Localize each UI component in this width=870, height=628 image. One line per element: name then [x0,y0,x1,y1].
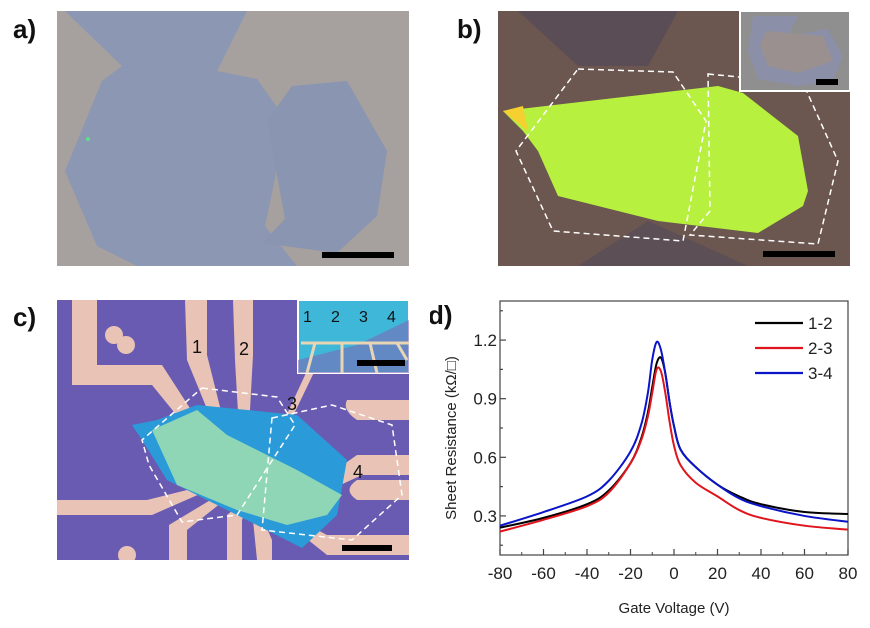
contact-label-4: 4 [353,462,363,482]
series-line-3-4 [499,340,849,527]
graphene-channel [152,410,342,525]
y-tick-label: 0.6 [473,448,497,467]
x-axis-title: Gate Voltage (V) [619,600,730,617]
contact-label-3: 3 [287,394,297,414]
x-tick-label: -80 [488,564,513,583]
fluorescent-flake [503,86,808,233]
scale-bar [322,252,394,258]
contact-label-1: 1 [192,337,202,357]
y-tick-label: 0.9 [473,390,497,409]
micrograph-a [57,11,409,266]
x-tick-label: -40 [575,564,600,583]
hexagon-crystal-right [262,81,387,253]
scale-bar [763,251,835,257]
dashed-hexagon-right [261,404,403,541]
x-tick-label: 20 [708,564,727,583]
dashed-hexagon-left [141,387,296,523]
inset-label-1: 1 [303,309,312,326]
inset-label-2: 2 [331,309,340,326]
y-axis-title: Sheet Resistance (kΩ/□) [443,356,460,520]
inset-c: 1 2 3 4 [297,300,409,374]
y-tick-label: 0.3 [473,507,497,526]
dashed-hexagon-left [515,68,707,242]
panel-label-d: d) [430,300,453,330]
panel-label-c: c) [13,302,37,332]
series-line-2-3 [499,366,849,533]
legend-label: 2-3 [808,339,833,358]
legend-label: 3-4 [808,364,833,383]
scale-bar [342,545,392,551]
inset-b [739,11,850,92]
x-tick-label: 80 [839,564,858,583]
micrograph-b [498,11,850,266]
contact-label-2: 2 [239,339,249,359]
sheet-resistance-chart: d) -80 -60 -40 -20 0 20 40 60 80 0.3 0.6 0.9 1.2 1-… [428,290,870,623]
y-tick-label: 1.2 [473,331,497,350]
x-tick-label: 40 [752,564,771,583]
x-tick-label: 0 [669,564,678,583]
panel-label-b: b) [457,14,482,44]
inset-label-3: 3 [359,309,368,326]
x-tick-label: -60 [531,564,556,583]
inset-label-4: 4 [387,309,396,326]
x-tick-label: -20 [618,564,643,583]
legend-label: 1-2 [808,314,833,333]
panel-label-a: a) [13,14,37,44]
micrograph-c: 1 2 3 4 1 2 3 4 [57,300,409,560]
x-tick-label: 60 [795,564,814,583]
hexagon-crystal-left [65,11,297,266]
